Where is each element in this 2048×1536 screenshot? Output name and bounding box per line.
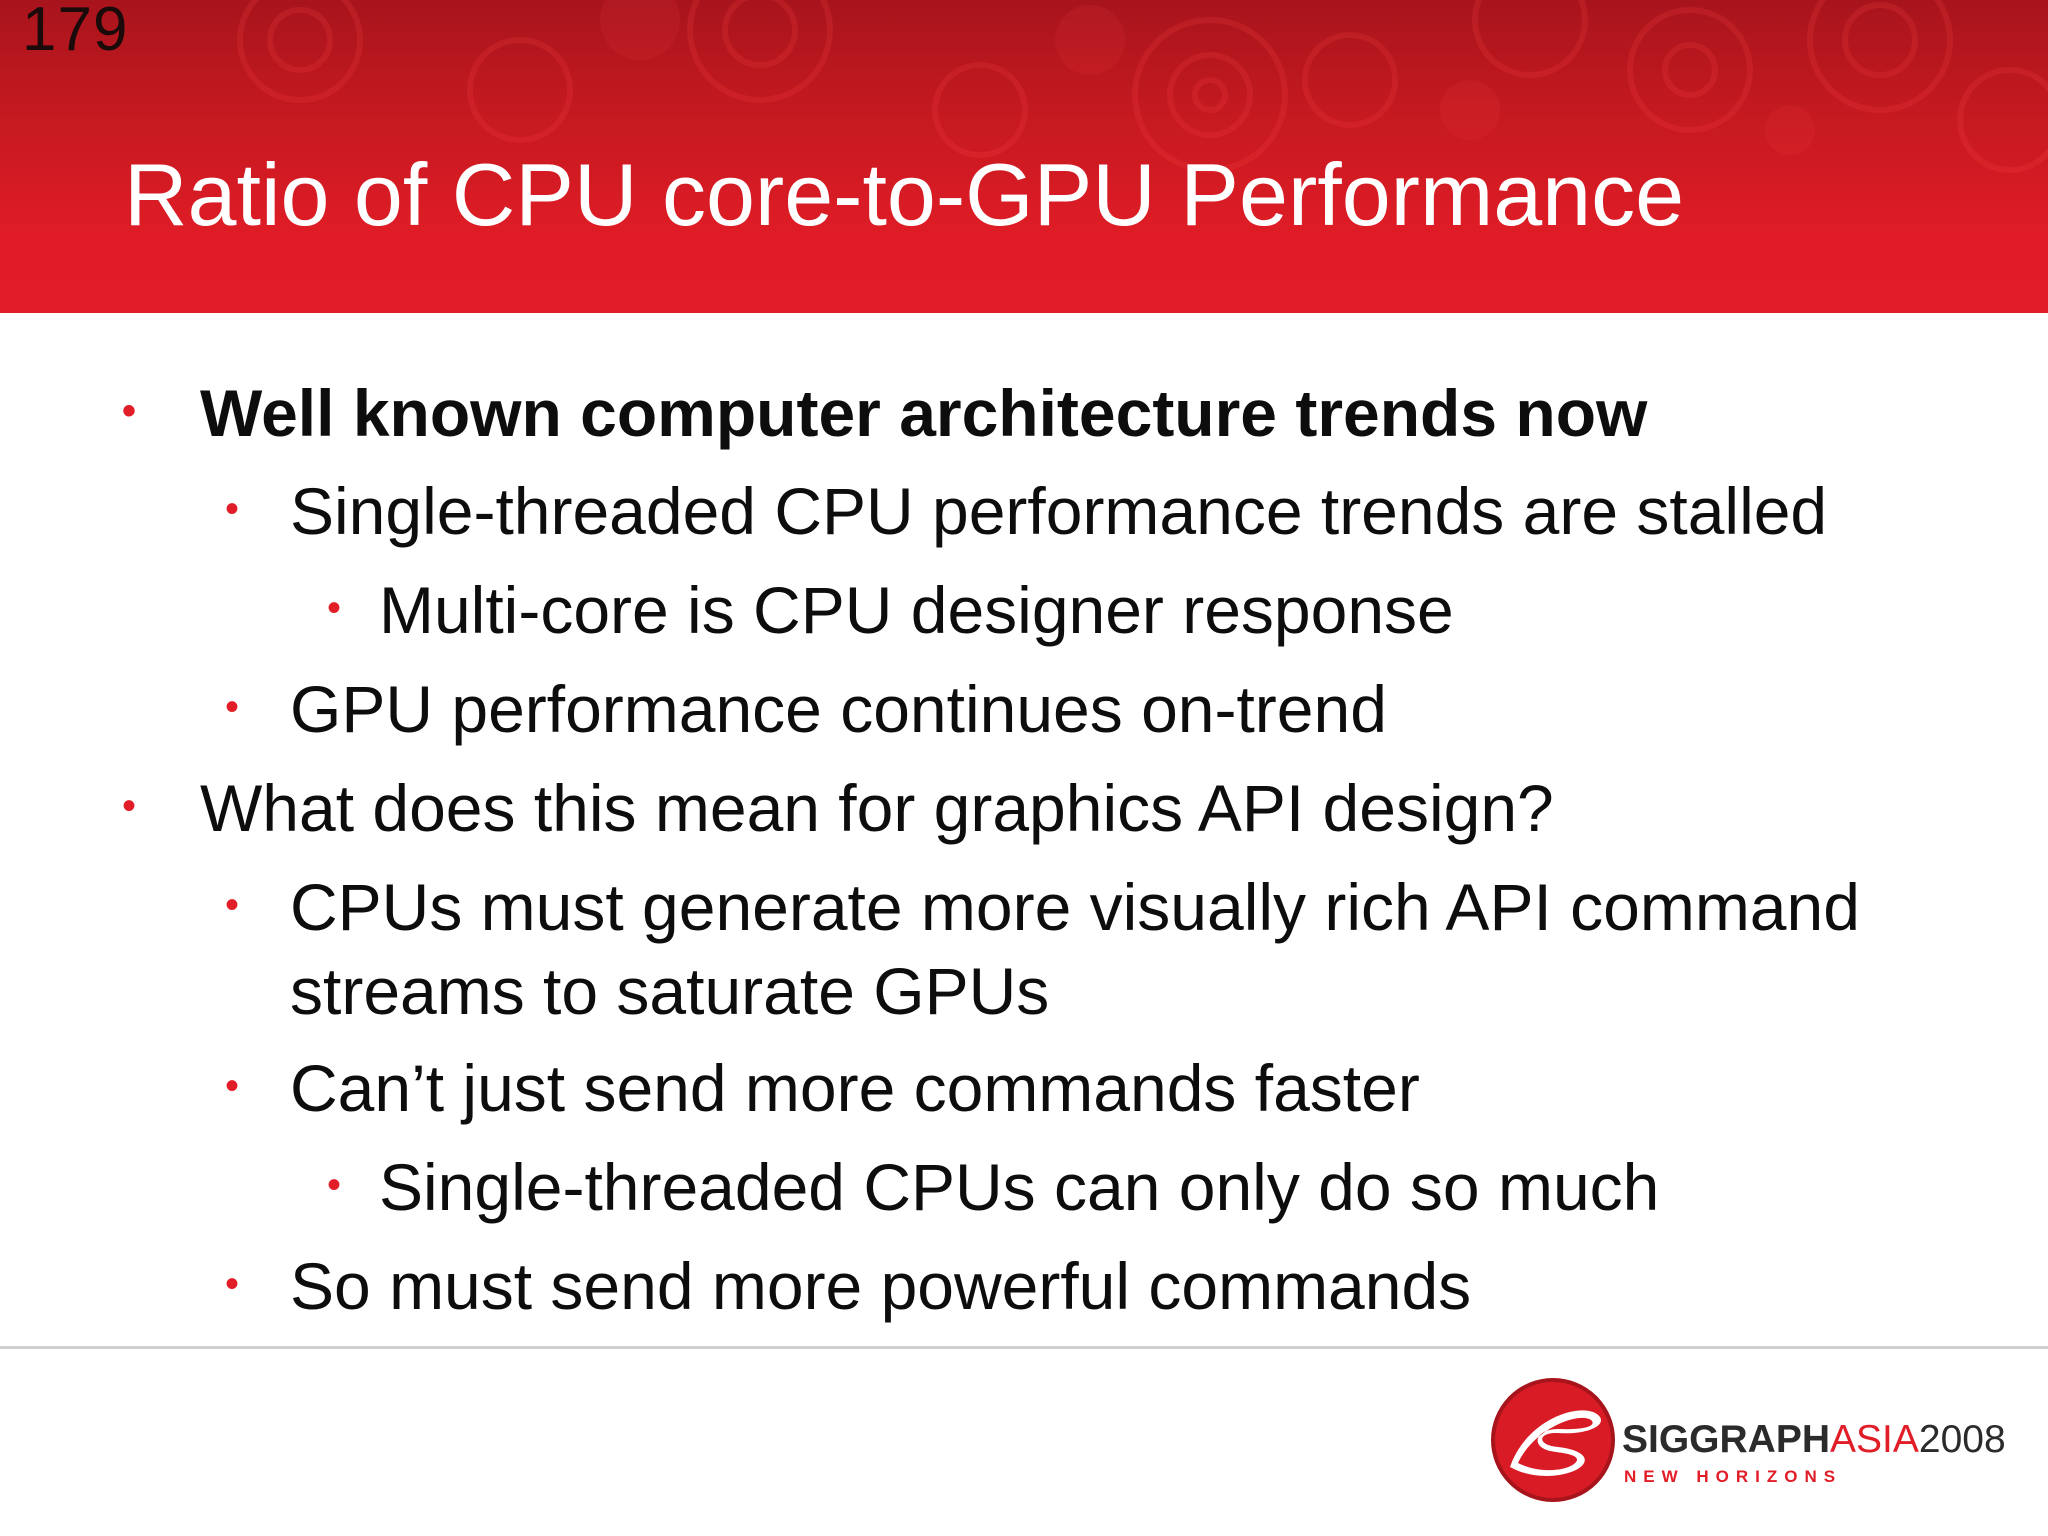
bullet-item: • GPU performance continues on-trend bbox=[225, 671, 1387, 747]
slide-title: Ratio of CPU core-to-GPU Performance bbox=[124, 145, 1685, 244]
footer-tagline: NEW HORIZONS bbox=[1624, 1467, 1843, 1486]
bullet-text: streams to saturate GPUs bbox=[290, 954, 1050, 1028]
header-circle-pattern bbox=[237, 0, 2048, 173]
bullet-item: • So must send more powerful commands bbox=[225, 1248, 1472, 1324]
bullet-dot: • bbox=[225, 487, 240, 531]
brand-asia: ASIA bbox=[1830, 1418, 1919, 1461]
bullet-dot: • bbox=[122, 389, 137, 433]
bullet-text: Can’t just send more commands faster bbox=[290, 1051, 1420, 1125]
bullet-dot: • bbox=[225, 883, 240, 927]
bullet-text: Single-threaded CPU performance trends a… bbox=[290, 474, 1828, 548]
bullet-item: • Single-threaded CPUs can only do so mu… bbox=[327, 1149, 1660, 1225]
bullet-dot: • bbox=[327, 586, 342, 630]
slide-header: 179 Ratio of CPU core-to-GPU Performance bbox=[0, 0, 2048, 313]
bullet-text: What does this mean for graphics API des… bbox=[200, 771, 1554, 845]
footer-brand: SIGGRAPHASIA2008 bbox=[1622, 1418, 2006, 1462]
bullet-text: Single-threaded CPUs can only do so much bbox=[379, 1150, 1660, 1224]
footer-divider bbox=[0, 1346, 2048, 1349]
bullet-text: Well known computer architecture trends … bbox=[200, 376, 1648, 450]
bullet-text: So must send more powerful commands bbox=[290, 1249, 1472, 1323]
bullet-dot: • bbox=[225, 1262, 240, 1306]
bullet-item-continuation: streams to saturate GPUs bbox=[290, 953, 1049, 1029]
bullet-item: • Can’t just send more commands faster bbox=[225, 1050, 1420, 1126]
bullet-item: • Well known computer architecture trend… bbox=[122, 375, 1648, 451]
bullet-text: CPUs must generate more visually rich AP… bbox=[290, 870, 1860, 944]
bullet-item: • CPUs must generate more visually rich … bbox=[225, 869, 1860, 945]
brand-year: 2008 bbox=[1918, 1418, 2006, 1461]
bullet-text: GPU performance continues on-trend bbox=[290, 672, 1387, 746]
bullet-item: • What does this mean for graphics API d… bbox=[122, 770, 1554, 846]
brand-siggraph: SIGGRAPH bbox=[1622, 1418, 1831, 1461]
bullet-dot: • bbox=[225, 685, 240, 729]
bullet-item: • Single-threaded CPU performance trends… bbox=[225, 473, 1828, 549]
slide-number: 179 bbox=[22, 0, 129, 64]
siggraph-logo-icon bbox=[1491, 1378, 1615, 1502]
bullet-item: • Multi-core is CPU designer response bbox=[327, 572, 1454, 648]
bullet-dot: • bbox=[122, 784, 137, 828]
bullet-dot: • bbox=[327, 1163, 342, 1207]
bullet-dot: • bbox=[225, 1064, 240, 1108]
bullet-text: Multi-core is CPU designer response bbox=[379, 573, 1454, 647]
